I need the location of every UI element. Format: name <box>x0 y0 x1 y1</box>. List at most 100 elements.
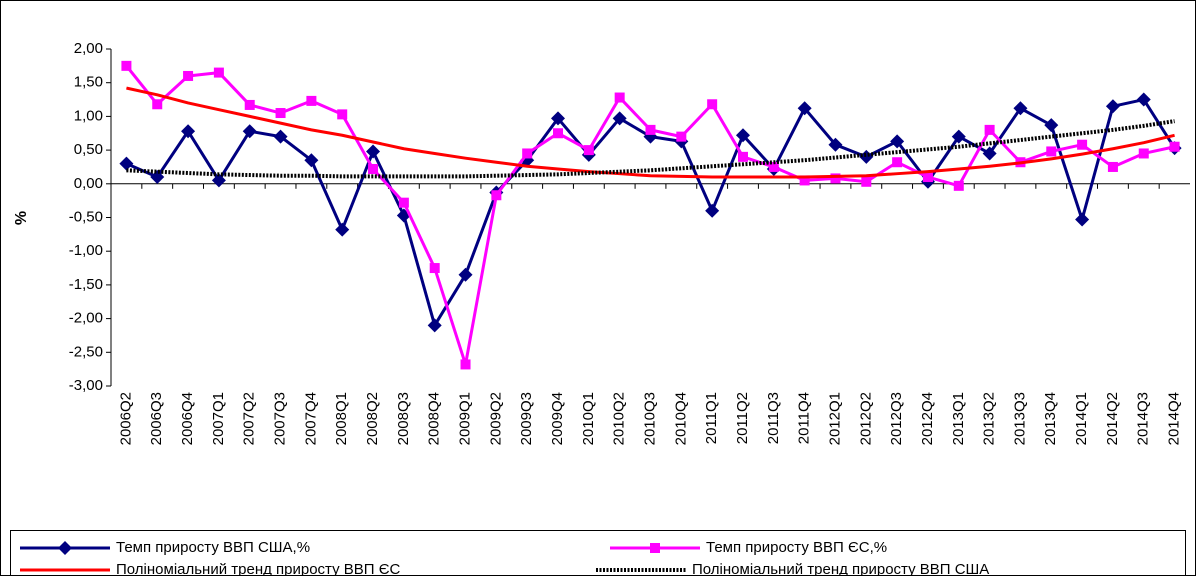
y-tick-label: -1,00 <box>69 242 103 259</box>
x-tick-label: 2010Q1 <box>580 392 597 445</box>
legend-label: Темп приросту ВВП США,% <box>116 539 310 556</box>
x-tick-label: 2009Q2 <box>487 392 504 445</box>
marker <box>735 128 750 143</box>
marker <box>705 203 720 218</box>
x-tick-label: 2011Q2 <box>734 392 751 444</box>
marker <box>304 153 319 168</box>
marker <box>1138 148 1149 159</box>
marker <box>183 70 194 81</box>
series-line <box>126 86 1175 179</box>
x-tick-label: 2013Q3 <box>1011 392 1028 445</box>
marker <box>366 144 381 159</box>
marker <box>830 173 841 184</box>
y-tick-label: -0,50 <box>69 208 103 225</box>
marker <box>1136 92 1151 107</box>
marker <box>244 99 255 110</box>
marker <box>335 222 350 237</box>
marker <box>211 173 226 188</box>
marker <box>890 134 905 149</box>
marker <box>458 267 473 282</box>
marker <box>121 60 132 71</box>
marker <box>275 108 286 119</box>
marker <box>861 176 872 187</box>
y-tick-label: 1,50 <box>74 74 103 91</box>
y-tick-label: 0,50 <box>74 141 103 158</box>
x-tick-label: 2013Q4 <box>1042 392 1059 445</box>
y-tick-label: -2,50 <box>69 343 103 360</box>
marker <box>150 170 165 185</box>
y-tick-label: -2,00 <box>69 310 103 327</box>
marker <box>797 101 812 116</box>
marker <box>828 137 843 152</box>
x-tick-label: 2012Q2 <box>857 392 874 445</box>
marker <box>551 111 566 126</box>
marker <box>737 151 748 162</box>
x-tick-label: 2012Q4 <box>919 392 936 445</box>
marker <box>799 175 810 186</box>
x-tick-label: 2006Q3 <box>148 392 165 445</box>
x-tick-label: 2006Q4 <box>179 392 196 445</box>
marker <box>768 161 779 172</box>
marker <box>951 129 966 144</box>
x-tick-label: 2007Q4 <box>302 392 319 445</box>
y-tick-label: 2,00 <box>74 40 103 57</box>
marker <box>645 124 656 135</box>
marker <box>676 131 687 142</box>
x-tick-label: 2007Q1 <box>210 392 227 445</box>
marker <box>368 163 379 174</box>
marker <box>181 124 196 139</box>
marker <box>242 124 257 139</box>
marker <box>612 111 627 126</box>
x-tick-label: 2010Q3 <box>641 392 658 445</box>
legend-marker <box>58 541 72 555</box>
marker <box>119 156 134 171</box>
x-tick-label: 2008Q3 <box>395 392 412 445</box>
marker <box>429 263 440 274</box>
marker <box>614 92 625 103</box>
marker <box>1044 118 1059 133</box>
marker <box>707 99 718 110</box>
marker <box>1105 99 1120 114</box>
marker <box>460 359 471 370</box>
marker <box>1075 212 1090 227</box>
x-tick-label: 2008Q1 <box>333 392 350 445</box>
x-tick-label: 2008Q4 <box>426 392 443 445</box>
x-tick-label: 2009Q4 <box>549 392 566 445</box>
marker <box>398 197 409 208</box>
x-tick-label: 2007Q3 <box>272 392 289 445</box>
marker <box>306 95 317 106</box>
x-tick-label: 2006Q2 <box>117 392 134 445</box>
marker <box>859 149 874 164</box>
legend-label: Поліноміальний тренд приросту ВВП США <box>692 561 989 576</box>
x-tick-label: 2014Q2 <box>1104 392 1121 445</box>
marker <box>953 180 964 191</box>
x-tick-label: 2010Q4 <box>672 392 689 445</box>
marker <box>984 124 995 135</box>
marker <box>522 148 533 159</box>
marker <box>427 318 442 333</box>
x-tick-label: 2009Q1 <box>456 392 473 445</box>
x-tick-label: 2007Q2 <box>241 392 258 445</box>
x-tick-label: 2012Q1 <box>826 392 843 445</box>
marker <box>273 129 288 144</box>
marker <box>583 145 594 156</box>
x-tick-label: 2014Q4 <box>1166 392 1183 445</box>
legend-label: Темп приросту ВВП ЄС,% <box>706 539 887 556</box>
x-tick-label: 2012Q3 <box>888 392 905 445</box>
y-tick-label: 1,00 <box>74 107 103 124</box>
x-tick-label: 2014Q1 <box>1073 392 1090 445</box>
x-tick-label: 2008Q2 <box>364 392 381 445</box>
x-tick-label: 2011Q1 <box>703 392 720 444</box>
x-tick-label: 2011Q4 <box>796 392 813 444</box>
marker <box>1046 146 1057 157</box>
marker <box>553 128 564 139</box>
marker <box>337 109 348 120</box>
marker <box>892 157 903 168</box>
marker <box>491 190 502 201</box>
x-tick-label: 2013Q2 <box>981 392 998 445</box>
legend-label: Поліноміальний тренд приросту ВВП ЄС <box>116 561 401 576</box>
marker <box>1169 141 1180 152</box>
y-axis-label: % <box>13 211 30 225</box>
x-tick-label: 2009Q3 <box>518 392 535 445</box>
